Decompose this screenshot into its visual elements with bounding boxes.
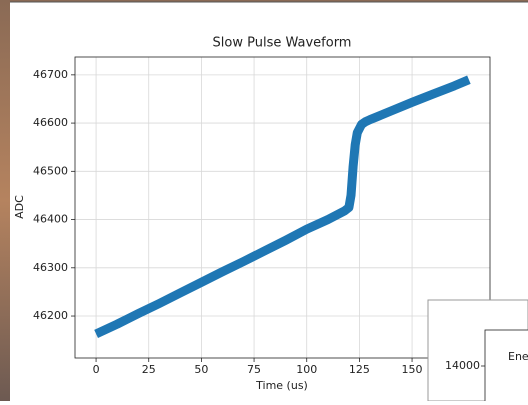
chart-title: Slow Pulse Waveform [213,36,352,51]
y-tick-label: 46500 [33,164,68,177]
waveform-line [94,75,471,338]
x-tick-label: 50 [194,363,208,376]
y-tick-label: 46300 [33,261,68,274]
x-axis-label: Time (us) [255,379,308,392]
y-tick-label: 46200 [33,309,68,322]
plot-area: 0 25 50 75 100 125 150 46200 46300 46400 46500 4660… [33,56,491,376]
axes-frame [74,56,491,359]
x-tick-label: 150 [402,363,423,376]
x-tick-label: 125 [349,363,370,376]
x-tick-label: 0 [93,363,100,376]
x-tick-label: 100 [296,363,317,376]
y-tick-label: 46600 [33,116,68,129]
x-tick-label: 25 [142,363,156,376]
overlay-window: Ene 14000 [427,299,528,405]
x-tick-label: 75 [247,363,261,376]
overlay-legend-box [484,329,528,405]
y-axis-label: ADC [13,195,26,219]
overlay-y-tick-label: 14000 [445,359,480,372]
y-tick-label: 46700 [33,68,68,81]
overlay-legend-text: Ene [508,350,528,363]
y-tick-label: 46400 [33,213,68,226]
